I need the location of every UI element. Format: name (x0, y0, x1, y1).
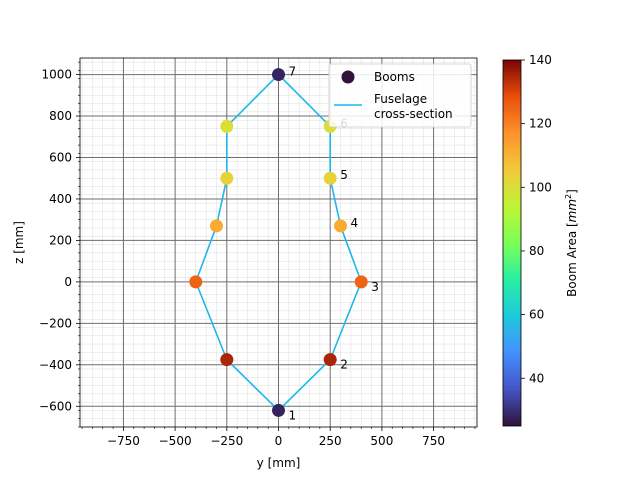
colorbar-tick-label: 120 (529, 117, 552, 131)
x-tick-label: −750 (107, 434, 140, 448)
colorbar-gradient (502, 59, 522, 427)
colorbar-label-sup: 2 (564, 194, 573, 199)
colorbar-tick-label: 140 (529, 53, 552, 67)
legend-boom-marker (341, 70, 355, 84)
colorbar-label-unit: mm (565, 199, 579, 222)
y-tick-label: 800 (49, 109, 72, 123)
colorbar: 40 60 80 100 120 140 Boom Area [mm2] (502, 53, 579, 427)
colorbar-label-end: ] (565, 189, 579, 194)
colorbar-tick-label: 100 (529, 180, 552, 194)
boom-label: 1 (289, 408, 297, 422)
x-tick-label: 750 (422, 434, 445, 448)
legend-boom-label: Booms (374, 70, 415, 84)
y-tick-label: −400 (39, 358, 72, 372)
y-axis-label: z [mm] (12, 221, 26, 264)
y-tick-label: 0 (64, 275, 72, 289)
x-axis-label: y [mm] (257, 456, 301, 470)
y-tick-label: 400 (49, 192, 72, 206)
x-tick-label: −250 (210, 434, 243, 448)
colorbar-label-text: Boom Area [ (565, 222, 579, 297)
x-tick-label: 500 (370, 434, 393, 448)
boom-label: 2 (340, 358, 348, 372)
boom-point (189, 275, 203, 289)
legend-fuselage-label-line2: cross-section (374, 107, 453, 121)
boom-point (220, 119, 234, 133)
colorbar-tick-label: 80 (529, 244, 544, 258)
y-tick-label: −200 (39, 316, 72, 330)
colorbar-ticks: 40 60 80 100 120 140 (521, 53, 552, 385)
colorbar-tick-label: 40 (529, 371, 544, 385)
boom-label: 7 (289, 65, 297, 79)
legend-fuselage-label: Fuselage cross-section (374, 92, 453, 121)
boom-label: 5 (340, 168, 348, 182)
y-tick-label: −600 (39, 399, 72, 413)
boom-point (323, 353, 337, 367)
x-tick-label: −500 (159, 434, 192, 448)
boom-point (209, 219, 223, 233)
legend: Booms Fuselage cross-section (328, 63, 472, 128)
boom-point (354, 275, 368, 289)
boom-point (220, 171, 234, 185)
y-tick-label: 1000 (41, 68, 72, 82)
boom-point (323, 171, 337, 185)
x-axis: −750 −500 −250 0 250 500 750 (81, 427, 476, 448)
boom-label: 3 (371, 280, 379, 294)
colorbar-tick-label: 60 (529, 308, 544, 322)
boom-point (272, 403, 285, 417)
boom-point (220, 353, 234, 367)
x-tick-label: 0 (275, 434, 283, 448)
boom-label: 4 (351, 216, 359, 230)
colorbar-label: Boom Area [mm2] (564, 189, 579, 297)
boom-point (272, 68, 285, 82)
y-tick-label: 200 (49, 233, 72, 247)
legend-box (328, 63, 472, 128)
y-axis: −600 −400 −200 0 200 400 600 800 1000 (39, 61, 80, 428)
legend-fuselage-label-line1: Fuselage (374, 92, 427, 106)
boom-point (334, 219, 348, 233)
y-tick-label: 600 (49, 151, 72, 165)
x-tick-label: 250 (319, 434, 342, 448)
